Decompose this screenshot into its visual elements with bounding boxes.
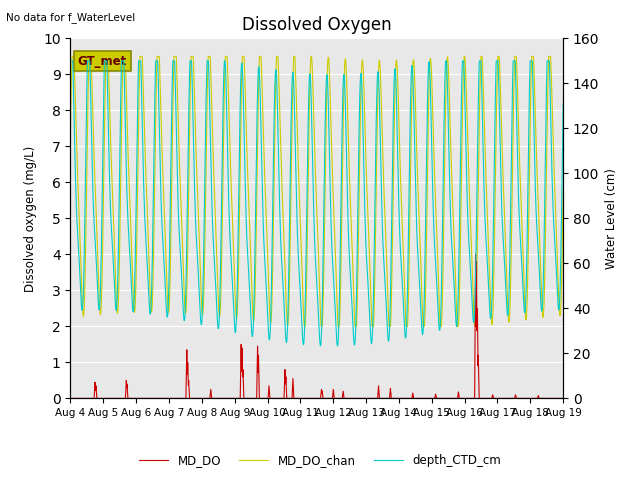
MD_DO [472,252,479,257]
depth_CTD_cm [331,297,339,303]
Text: GT_met: GT_met [78,55,127,68]
depth_CTD_cm [67,58,74,64]
Title: Dissolved Oxygen: Dissolved Oxygen [242,16,392,34]
MD_DO [530,396,538,401]
Legend: MD_DO, MD_DO_chan, depth_CTD_cm: MD_DO, MD_DO_chan, depth_CTD_cm [134,449,506,472]
Line: depth_CTD_cm: depth_CTD_cm [70,61,563,346]
MD_DO [460,396,467,401]
MD_DO [67,396,74,401]
depth_CTD_cm [204,58,212,64]
MD_DO_chan [342,58,349,63]
MD_DO_chan [301,324,308,329]
MD_DO_chan [516,172,524,178]
Y-axis label: Water Level (cm): Water Level (cm) [605,168,618,269]
MD_DO_chan [331,238,339,244]
depth_CTD_cm [530,119,538,124]
MD_DO [516,396,524,401]
MD_DO [559,396,567,401]
MD_DO_chan [67,132,74,138]
depth_CTD_cm [342,114,349,120]
Line: MD_DO_chan: MD_DO_chan [70,56,563,326]
Line: MD_DO: MD_DO [70,254,563,398]
MD_DO [331,396,339,401]
MD_DO_chan [460,57,468,62]
depth_CTD_cm [516,231,524,237]
Y-axis label: Dissolved oxygen (mg/L): Dissolved oxygen (mg/L) [24,145,38,291]
MD_DO_chan [559,186,567,192]
depth_CTD_cm [333,343,341,349]
MD_DO_chan [204,57,212,62]
MD_DO_chan [68,53,76,59]
depth_CTD_cm [559,100,567,106]
MD_DO_chan [530,60,538,65]
MD_DO [341,396,349,401]
depth_CTD_cm [460,61,468,67]
depth_CTD_cm [67,60,74,65]
MD_DO [204,396,212,401]
Text: No data for f_WaterLevel: No data for f_WaterLevel [6,12,136,23]
